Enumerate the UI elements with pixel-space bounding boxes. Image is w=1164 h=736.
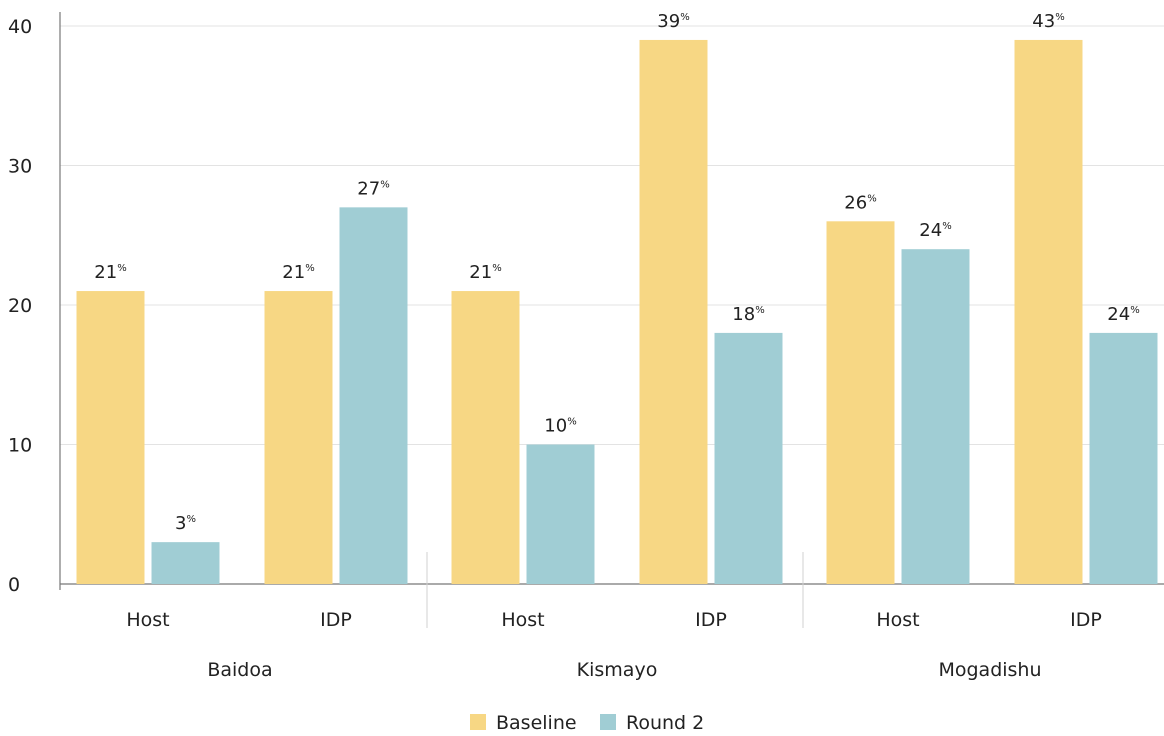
y-tick-label: 20 [8,295,32,317]
legend: Baseline Round 2 [470,712,704,734]
x-category-label: Host [876,609,919,631]
bar-round-2 [151,542,220,584]
bars [76,39,1158,585]
bar-round-2 [714,332,783,584]
x-group-label: Baidoa [207,659,272,681]
x-category-label: IDP [695,609,727,631]
data-label: 21% [282,262,314,283]
data-label: 26% [844,192,876,213]
data-label: 43% [1032,11,1064,32]
x-axis-labels: Host IDP Host IDP Host IDP Baidoa Kismayo Mogadi… [126,609,1101,681]
y-tick-label: 10 [8,435,32,457]
axes: 0 10 20 30 40 [8,12,1164,628]
bar-baseline [1014,39,1083,584]
bar-baseline [826,221,895,585]
data-label: 21% [94,262,126,283]
data-label: 24% [919,220,951,241]
bar-baseline [451,291,520,584]
bar-round-2 [339,207,408,584]
data-label: 27% [357,178,389,199]
y-tick-label: 0 [8,574,20,596]
x-category-label: IDP [1070,609,1102,631]
data-label: 10% [544,416,576,437]
x-category-label: Host [126,609,169,631]
y-tick-label: 40 [8,16,32,38]
grid-lines [60,25,1164,445]
x-group-label: Mogadishu [938,659,1041,681]
legend-label-round-2: Round 2 [626,712,704,734]
bar-round-2 [901,249,970,584]
bar-round-2 [526,444,595,584]
x-group-label: Kismayo [577,659,658,681]
data-label: 21% [469,262,501,283]
x-category-label: Host [501,609,544,631]
bar-round-2 [1089,332,1158,584]
data-label: 24% [1107,304,1139,325]
bar-baseline [76,291,145,584]
data-label: 3% [175,513,196,534]
data-label: 18% [732,304,764,325]
legend-swatch-baseline [470,714,486,730]
x-category-label: IDP [320,609,352,631]
legend-label-baseline: Baseline [496,712,577,734]
data-label: 39% [657,11,689,32]
bar-baseline [639,39,708,584]
bar-baseline [264,291,333,584]
y-tick-label: 30 [8,156,32,178]
data-labels: 21% 3% 21% 27% 21% 10% 39% 18% 26% 24% 43% 24% [94,11,1139,534]
legend-swatch-round-2 [600,714,616,730]
